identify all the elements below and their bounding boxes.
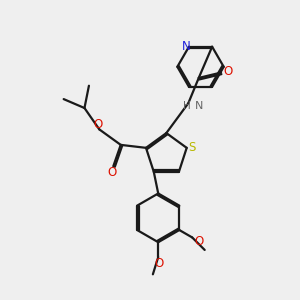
Text: O: O (154, 257, 164, 270)
Text: O: O (194, 235, 203, 248)
Text: O: O (107, 166, 116, 179)
Text: O: O (93, 118, 103, 130)
Text: N: N (195, 100, 203, 111)
Text: O: O (223, 65, 232, 79)
Text: N: N (182, 40, 191, 53)
Text: S: S (188, 141, 196, 154)
Text: H: H (183, 100, 191, 111)
